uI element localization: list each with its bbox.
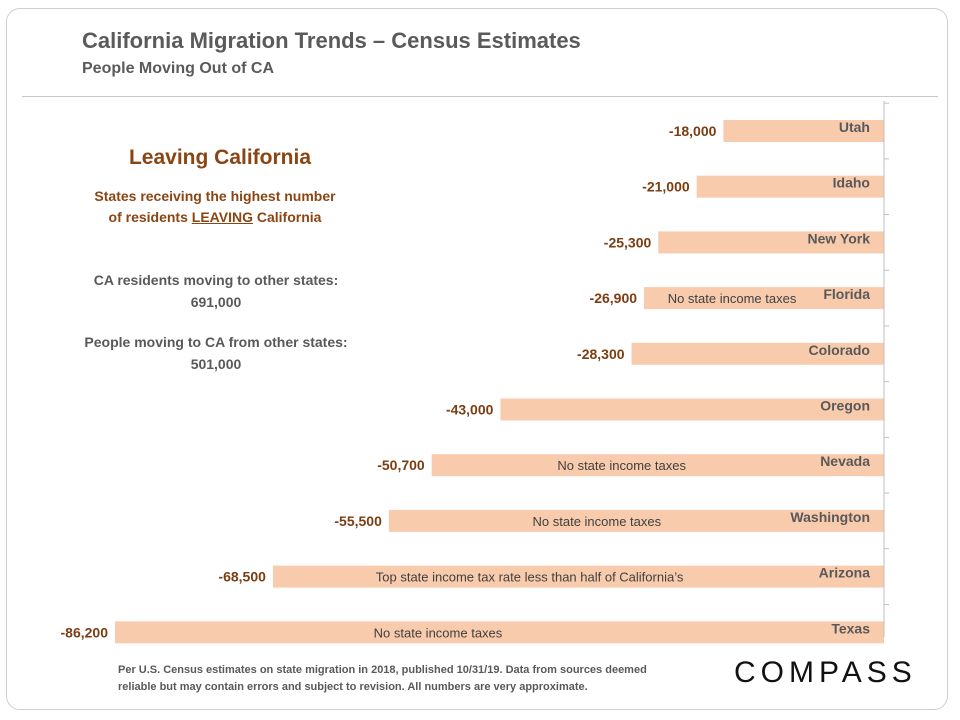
value-label-florida: -26,900	[590, 290, 638, 306]
stat-inflow-label: People moving to CA from other states:	[84, 334, 348, 350]
category-label-utah: Utah	[839, 119, 870, 135]
stat-inflow-value: 501,000	[190, 356, 242, 372]
slide-frame	[6, 8, 948, 710]
panel-desc-post: California	[252, 209, 322, 225]
page-title: California Migration Trends – Census Est…	[82, 28, 581, 53]
category-label-colorado: Colorado	[809, 342, 870, 358]
category-label-nevada: Nevada	[820, 453, 870, 469]
bar-utah	[723, 120, 884, 142]
panel-desc-underlined: LEAVING	[191, 209, 253, 225]
bar-nevada	[431, 454, 884, 477]
annotation-washington: No state income taxes	[533, 514, 662, 529]
annotation-texas: No state income taxes	[374, 625, 503, 640]
footnote-line1: Per U.S. Census estimates on state migra…	[118, 664, 647, 676]
bar-florida	[644, 287, 884, 310]
compass-logo: COMPASS	[734, 656, 917, 689]
annotation-nevada: No state income taxes	[557, 458, 686, 473]
annotation-florida: No state income taxes	[668, 291, 797, 306]
panel-description: States receiving the highest number of r…	[0, 186, 430, 228]
bar-idaho	[696, 175, 884, 198]
bar-new-york	[658, 231, 884, 254]
footnote: Per U.S. Census estimates on state migra…	[118, 662, 647, 696]
value-label-idaho: -21,000	[642, 179, 690, 195]
annotation-arizona: Top state income tax rate less than half…	[376, 570, 684, 585]
category-label-arizona: Arizona	[819, 565, 871, 581]
category-label-texas: Texas	[831, 620, 870, 636]
value-label-utah: -18,000	[669, 123, 717, 139]
value-label-colorado: -28,300	[577, 346, 625, 362]
category-label-florida: Florida	[823, 286, 870, 302]
bar-texas	[115, 621, 884, 644]
value-label-nevada: -50,700	[377, 457, 425, 473]
panel-desc-line2: of residents LEAVING California	[0, 207, 430, 228]
stat-outflow-label: CA residents moving to other states:	[93, 272, 339, 288]
value-label-arizona: -68,500	[218, 569, 266, 585]
stat-outflow-value: 691,000	[190, 294, 242, 310]
value-label-new-york: -25,300	[604, 234, 652, 250]
category-label-oregon: Oregon	[820, 398, 870, 414]
bar-oregon	[500, 398, 884, 421]
footnote-line2: reliable but may contain errors and subj…	[118, 681, 588, 693]
panel-desc-line1: States receiving the highest number	[94, 188, 336, 204]
panel-heading: Leaving California	[128, 146, 312, 169]
bar-washington	[388, 509, 884, 532]
value-label-texas: -86,200	[61, 624, 109, 640]
bar-arizona	[272, 565, 885, 588]
value-label-washington: -55,500	[334, 513, 382, 529]
header-divider	[22, 96, 938, 97]
panel-desc-pre: of residents	[108, 209, 192, 225]
category-label-idaho: Idaho	[833, 175, 870, 191]
value-label-oregon: -43,000	[446, 402, 494, 418]
page-subtitle: People Moving Out of CA	[82, 60, 274, 77]
category-label-new-york: New York	[807, 230, 870, 246]
bar-colorado	[631, 342, 884, 365]
category-label-washington: Washington	[790, 509, 870, 525]
